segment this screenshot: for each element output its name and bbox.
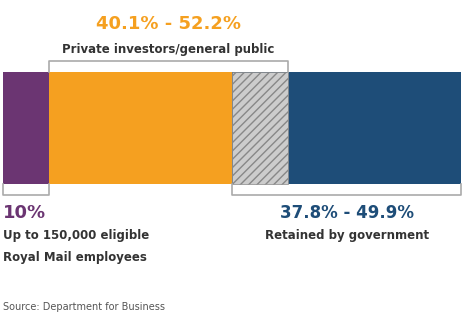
Bar (49, 72, 232, 184)
Text: 40.1% - 52.2%: 40.1% - 52.2% (95, 15, 240, 33)
Text: Source: Department for Business: Source: Department for Business (3, 302, 164, 312)
Text: Retained by government: Retained by government (264, 229, 428, 242)
Bar (232, 72, 288, 184)
Text: 10%: 10% (3, 204, 46, 222)
Text: Private investors/general public: Private investors/general public (62, 43, 274, 56)
Bar (232, 72, 460, 184)
Text: Royal Mail employees: Royal Mail employees (3, 251, 146, 264)
Text: Up to 150,000 eligible: Up to 150,000 eligible (3, 229, 149, 242)
Bar (232, 72, 288, 184)
Text: 37.8% - 49.9%: 37.8% - 49.9% (279, 204, 413, 222)
Bar (3, 72, 49, 184)
